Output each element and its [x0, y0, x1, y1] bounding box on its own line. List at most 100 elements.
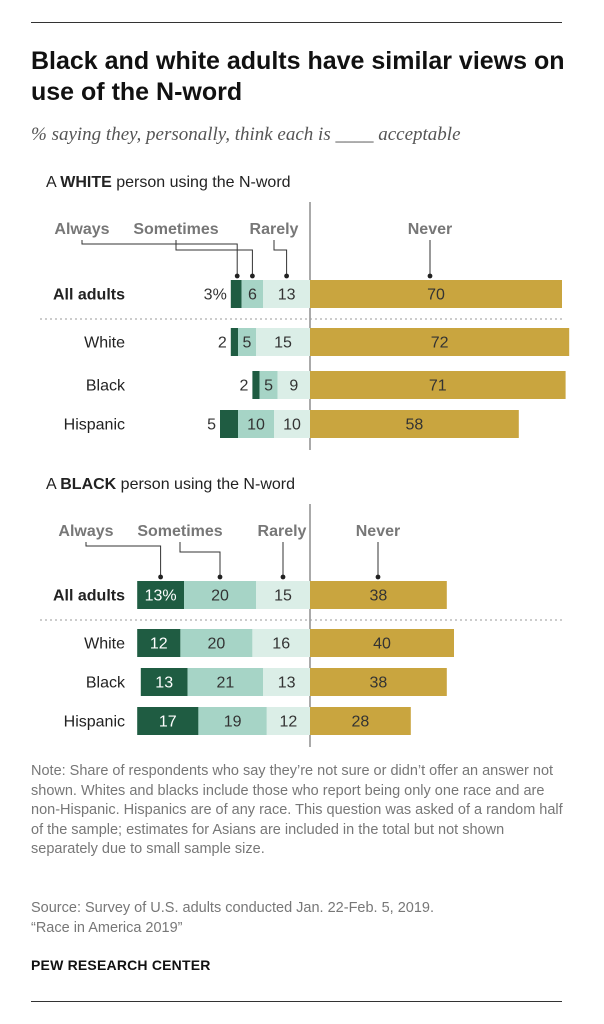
- panel-2-sometimes-value-white: 20: [208, 636, 226, 653]
- panel-2-always-value-all-adults: 13%: [145, 588, 177, 605]
- panel-2-rarely-bar-white: [252, 629, 310, 657]
- chart-subtitle: % saying they, personally, think each is…: [31, 124, 461, 145]
- panel-2-leader-dot-always: [158, 574, 164, 580]
- panel-2-never-bar-all-adults: [310, 581, 447, 609]
- source-block: Source: Survey of U.S. adults conducted …: [31, 899, 571, 938]
- panel-2-title: A BLACK person using the N-word: [46, 476, 295, 493]
- panel-2-always-value-white: 12: [150, 636, 168, 653]
- bottom-rule: [31, 1001, 562, 1002]
- panel-1-rarely-value-all-adults: 13: [278, 287, 296, 304]
- panel-2-leader-dot-sometimes: [217, 574, 223, 580]
- panel-2-always-value-black: 13: [155, 675, 173, 692]
- panel-1-title: A WHITE person using the N-word: [46, 174, 291, 191]
- panel-2-leader-line-sometimes: [179, 542, 221, 577]
- panel-2-sometimes-value-hispanic: 19: [224, 714, 242, 731]
- panel-1-leader-dot-always: [234, 273, 240, 279]
- panel-2-rarely-bar-all-adults: [256, 581, 310, 609]
- panel-1-sometimes-bar-all-adults: [241, 280, 264, 308]
- panel-1-always-value-black: 2: [239, 378, 248, 395]
- panel-2-never-bar-white: [310, 629, 454, 657]
- panel-2-sometimes-bar-all-adults: [184, 581, 256, 609]
- panel-2-always-bar-hispanic: [137, 707, 199, 735]
- panel-1-rarely-bar-hispanic: [274, 410, 310, 438]
- panel-1-category-label-white: White: [84, 335, 125, 352]
- panel-1-rarely-bar-white: [256, 328, 310, 356]
- panel-2-legend-rarely: Rarely: [258, 523, 307, 540]
- org-logo-text: PEW RESEARCH CENTER: [31, 957, 211, 973]
- panel-2-sometimes-bar-black: [187, 668, 264, 696]
- panel-1-legend-always: Always: [54, 221, 109, 238]
- panel-1-title-part: person using the N-word: [112, 174, 291, 191]
- panel-2-sometimes-bar-white: [180, 629, 253, 657]
- panel-1-sometimes-value-all-adults: 6: [248, 287, 257, 304]
- panel-1-category-label-hispanic: Hispanic: [64, 417, 125, 434]
- panel-1-title-part: WHITE: [60, 174, 112, 191]
- panel-2-legend-always: Always: [58, 523, 113, 540]
- panel-2-never-bar-hispanic: [310, 707, 411, 735]
- panel-1-legend-never: Never: [408, 221, 452, 238]
- panel-2-never-value-hispanic: 28: [352, 714, 370, 731]
- panel-2-always-bar-all-adults: [137, 581, 184, 609]
- panel-2-title-part: BLACK: [60, 476, 116, 493]
- panel-1-sometimes-bar-white: [238, 328, 256, 356]
- panel-1-leader-line-rarely: [273, 240, 288, 276]
- panel-1-leader-dot-never: [427, 273, 433, 279]
- panel-1-sometimes-bar-black: [259, 371, 278, 399]
- panel-1-always-bar-white: [230, 328, 238, 356]
- panel-1-sometimes-value-white: 5: [243, 335, 252, 352]
- panel-1-never-value-hispanic: 58: [406, 417, 424, 434]
- panel-1-always-bar-all-adults: [230, 280, 242, 308]
- source-text: Source: Survey of U.S. adults conducted …: [31, 900, 435, 916]
- panel-2-rarely-value-hispanic: 12: [280, 714, 298, 731]
- panel-1-rarely-bar-black: [277, 371, 310, 399]
- panel-2-leader-dot-rarely: [280, 574, 286, 580]
- panel-2-always-bar-black: [140, 668, 188, 696]
- panel-1-rarely-value-hispanic: 10: [283, 417, 301, 434]
- panel-2-sometimes-value-all-adults: 20: [211, 588, 229, 605]
- panel-2-rarely-value-black: 13: [278, 675, 296, 692]
- top-rule: [31, 22, 562, 23]
- panel-2-legend-sometimes: Sometimes: [137, 523, 222, 540]
- panel-2-rarely-value-all-adults: 15: [274, 588, 292, 605]
- panel-1-never-value-black: 71: [429, 378, 447, 395]
- panel-1-category-label-black: Black: [86, 378, 126, 395]
- panel-1-rarely-value-white: 15: [274, 335, 292, 352]
- panel-1-always-value-all-adults: 3%: [204, 287, 227, 304]
- panel-1-never-bar-hispanic: [310, 410, 519, 438]
- panel-2-never-bar-black: [310, 668, 447, 696]
- panel-1-rarely-bar-all-adults: [263, 280, 310, 308]
- panel-2-always-value-hispanic: 17: [159, 714, 177, 731]
- panel-1-always-bar-black: [252, 371, 260, 399]
- panel-2-title-part: person using the N-word: [116, 476, 295, 493]
- panel-2-never-value-black: 38: [370, 675, 388, 692]
- panel-2-always-bar-white: [137, 629, 181, 657]
- panel-1-category-label-all-adults: All adults: [53, 287, 125, 304]
- panel-2-never-value-white: 40: [373, 636, 391, 653]
- panel-1-legend-sometimes: Sometimes: [133, 221, 218, 238]
- panel-2-rarely-bar-black: [263, 668, 310, 696]
- panel-1-title-part: A: [46, 174, 60, 191]
- panel-1-sometimes-value-hispanic: 10: [247, 417, 265, 434]
- panel-2-legend-never: Never: [356, 523, 400, 540]
- panel-1-never-value-all-adults: 70: [427, 287, 445, 304]
- panel-1-never-bar-white: [310, 328, 570, 356]
- panel-2-category-label-white: White: [84, 636, 125, 653]
- panel-1-never-bar-black: [310, 371, 566, 399]
- panel-2-sometimes-bar-hispanic: [198, 707, 267, 735]
- panel-1-never-bar-all-adults: [310, 280, 562, 308]
- panel-1-sometimes-value-black: 5: [264, 378, 273, 395]
- panel-1-leader-dot-rarely: [284, 273, 289, 279]
- panel-2-leader-dot-never: [375, 574, 381, 580]
- panel-1-leader-dot-sometimes: [250, 273, 255, 279]
- panel-1-leader-line-always: [81, 240, 238, 276]
- panel-2-category-label-black: Black: [86, 675, 126, 692]
- stacked-bar-charts: A WHITE person using the N-word All adult…: [40, 174, 570, 747]
- chart-note: Note: Share of respondents who say they’…: [31, 763, 563, 857]
- panel-2-category-label-hispanic: Hispanic: [64, 714, 125, 731]
- panel-2-title-part: A: [46, 476, 60, 493]
- panel-2-never-value-all-adults: 38: [370, 588, 388, 605]
- panel-1-never-value-white: 72: [431, 335, 449, 352]
- panel-2-category-label-all-adults: All adults: [53, 588, 125, 605]
- panel-2-rarely-value-white: 16: [272, 636, 290, 653]
- panel-2-sometimes-value-black: 21: [217, 675, 235, 692]
